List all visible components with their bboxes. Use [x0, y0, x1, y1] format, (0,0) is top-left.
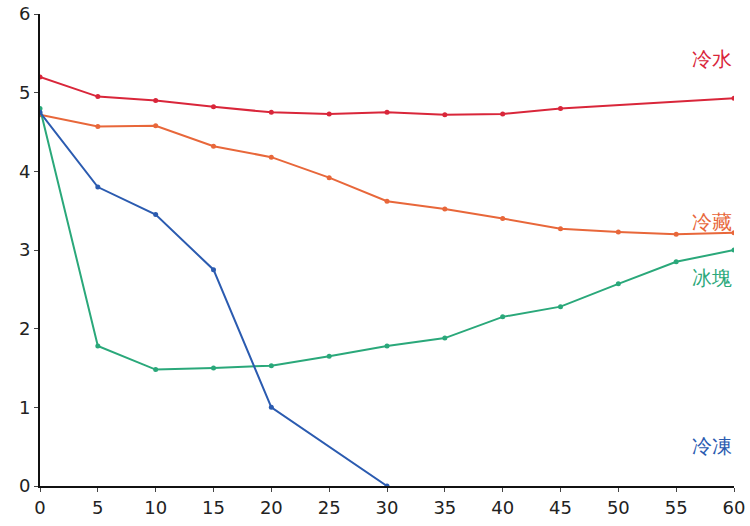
svg-text:5: 5	[92, 497, 103, 518]
svg-text:40: 40	[491, 497, 514, 518]
svg-text:25: 25	[318, 497, 341, 518]
svg-text:0: 0	[34, 497, 45, 518]
svg-text:冰塊: 冰塊	[692, 266, 732, 290]
svg-text:0: 0	[19, 475, 30, 496]
svg-text:2: 2	[19, 318, 30, 339]
svg-text:5: 5	[19, 82, 30, 103]
svg-text:35: 35	[433, 497, 456, 518]
svg-text:冷凍: 冷凍	[692, 434, 732, 458]
svg-text:冷藏: 冷藏	[692, 210, 732, 234]
svg-text:1: 1	[19, 397, 30, 418]
svg-text:15: 15	[202, 497, 225, 518]
svg-text:冷水: 冷水	[692, 47, 732, 71]
svg-text:4: 4	[19, 161, 30, 182]
svg-text:6: 6	[19, 3, 30, 24]
svg-text:10: 10	[144, 497, 167, 518]
svg-text:30: 30	[376, 497, 399, 518]
svg-text:60: 60	[723, 497, 746, 518]
svg-text:3: 3	[19, 239, 30, 260]
svg-text:20: 20	[260, 497, 283, 518]
svg-text:50: 50	[607, 497, 630, 518]
svg-text:55: 55	[665, 497, 688, 518]
svg-text:45: 45	[549, 497, 572, 518]
